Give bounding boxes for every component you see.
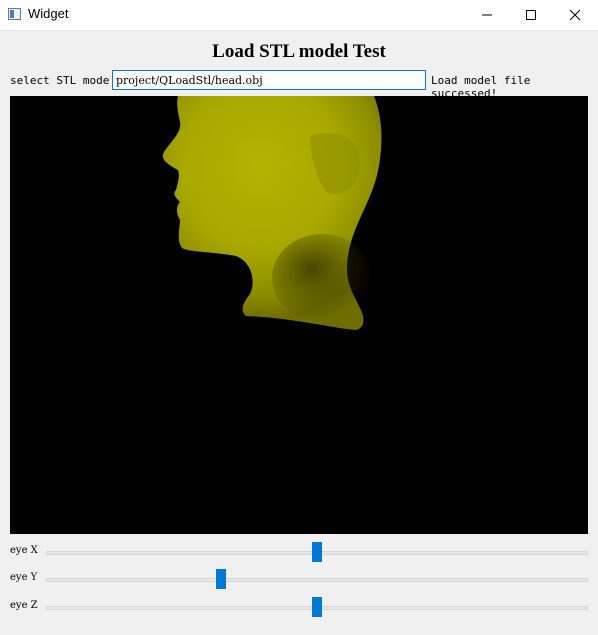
eye-x-slider-handle[interactable] [312,542,322,562]
file-path-input[interactable] [112,70,426,90]
slider-row-eye-y: eye Y [0,568,598,590]
slider-row-eye-z: eye Z [0,596,598,618]
eye-x-label: eye X [10,545,38,556]
model-viewport[interactable] [10,96,588,534]
head-model [162,96,382,330]
window-title: Widget [28,6,69,21]
select-stl-label: select STL mode: [10,74,116,87]
eye-z-label: eye Z [10,600,38,611]
eye-y-slider[interactable] [46,578,588,582]
minimize-button[interactable] [464,0,510,30]
neck-shadow [272,234,372,322]
eye-y-label: eye Y [10,572,38,583]
page-title: Load STL model Test [212,41,386,62]
title-bar: Widget [0,0,598,31]
eye-z-slider-handle[interactable] [312,597,322,617]
maximize-icon [526,10,536,20]
close-icon [569,9,581,21]
slider-row-eye-x: eye X [0,541,598,563]
eye-y-slider-handle[interactable] [216,569,227,589]
ear-shade [310,132,361,194]
window-app-icon [8,8,21,20]
maximize-button[interactable] [508,0,554,30]
close-button[interactable] [552,0,598,30]
minimize-icon [482,14,492,16]
